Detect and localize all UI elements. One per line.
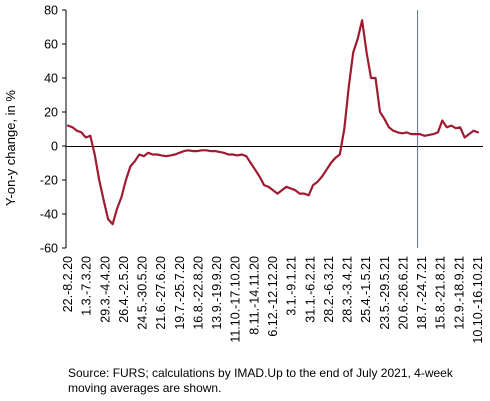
y-axis: -60 -40 -20 0 20 40 60 80	[40, 4, 67, 256]
source-note: Source: FURS; calculations by IMAD.Up to…	[68, 366, 453, 395]
x-tick-label: 26.4.-2.5.20	[117, 256, 131, 323]
y-tick-label: 0	[51, 140, 58, 154]
x-tick-label: 25.4.-1.5.21	[359, 256, 373, 323]
x-tick-label: 15.8.-21.8.21	[434, 256, 448, 330]
x-tick-label: 11.10.-17.10.20	[229, 256, 243, 343]
x-tick-label: 8.11.-14.11.20	[247, 256, 261, 335]
x-tick-label: 23.5.-29.5.21	[378, 256, 392, 330]
x-tick-label: 16.8.-22.8.20	[191, 256, 205, 330]
x-tick-label: 20.6.-26.6.21	[396, 256, 410, 330]
y-tick-label: 40	[44, 72, 58, 86]
series-line	[66, 19, 480, 226]
x-tick-label: 21.6.-27.6.20	[154, 256, 168, 330]
x-tick-label: 28.2.-6.3.21	[322, 256, 336, 323]
x-tick-label: 22.-8.2.20	[61, 256, 75, 312]
x-tick-label: 6.12.-12.12.20	[266, 256, 280, 337]
x-axis: 22.-8.2.20 1.3.-7.3.20 29.3.-4.4.20 26.4.-2…	[61, 146, 485, 344]
x-tick-label: 24.5.-30.5.20	[136, 256, 150, 330]
y-tick-label: 80	[44, 4, 58, 18]
x-tick-label: 29.3.-4.4.20	[98, 256, 112, 323]
x-tick-label: 12.9.-18.9.21	[452, 256, 466, 330]
y-tick-label: 60	[44, 38, 58, 52]
x-tick-label: 3.1.-9.1.21	[285, 256, 299, 316]
x-tick-label: 1.3.-7.3.20	[80, 256, 94, 316]
y-axis-label: Y-on-y change, in %	[3, 90, 18, 206]
x-tick-label: 13.9.-19.9.20	[210, 256, 224, 330]
y-tick-label: -60	[40, 242, 58, 256]
x-tick-label: 19.7.-25.7.20	[173, 256, 187, 330]
x-tick-label: 28.3.-3.4.21	[341, 256, 355, 323]
x-tick-label: 18.7.-24.7.21	[415, 256, 429, 330]
y-tick-label: -40	[40, 208, 58, 222]
plot-area	[66, 10, 480, 248]
x-tick-label: 31.1.-6.2.21	[303, 256, 317, 323]
y-tick-label: -20	[40, 174, 58, 188]
y-tick-label: 20	[44, 106, 58, 120]
x-tick-label: 10.10.-16.10.21	[471, 256, 485, 344]
